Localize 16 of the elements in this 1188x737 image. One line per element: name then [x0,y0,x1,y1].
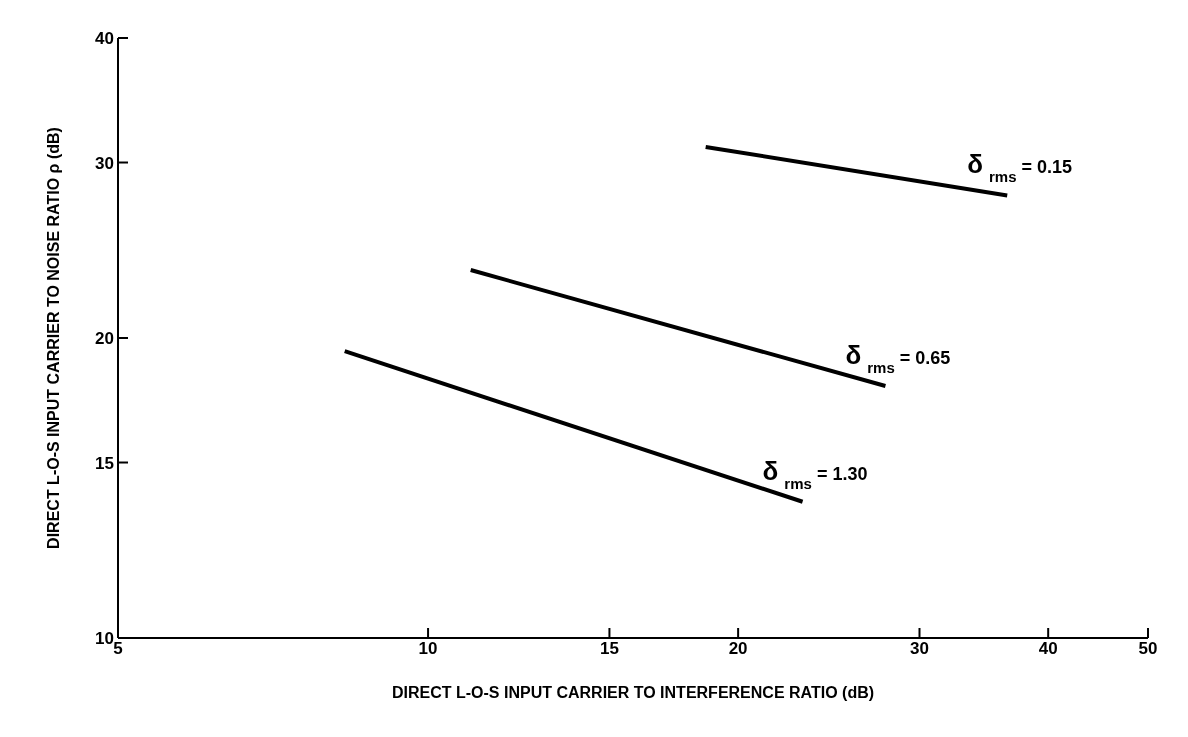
x-tick-label: 15 [599,639,619,659]
y-tick-label: 20 [95,329,114,349]
x-tick-label: 5 [113,639,123,659]
x-tick-label: 50 [1138,639,1158,659]
x-tick-label: 20 [728,639,748,659]
y-tick-label: 40 [95,29,114,49]
series-label: δ$_{rms}$ = 0.15 [967,149,1073,185]
y-tick-label: 30 [95,153,114,173]
series-label: δ$_{rms}$ = 1.30 [762,455,868,492]
x-tick-label: 30 [910,639,929,659]
y-tick-label: 15 [95,453,114,473]
x-tick-label: 40 [1038,639,1058,659]
series-label: δ$_{rms}$ = 0.65 [845,340,951,376]
y-axis-title: DIRECT L-O-S INPUT CARRIER TO NOISE RATIO ρ (dB) [44,127,62,549]
x-tick-label: 10 [418,639,438,659]
x-axis-title: DIRECT L-O-S INPUT CARRIER TO INTERFERENCE RATIO (dB) [391,684,875,701]
